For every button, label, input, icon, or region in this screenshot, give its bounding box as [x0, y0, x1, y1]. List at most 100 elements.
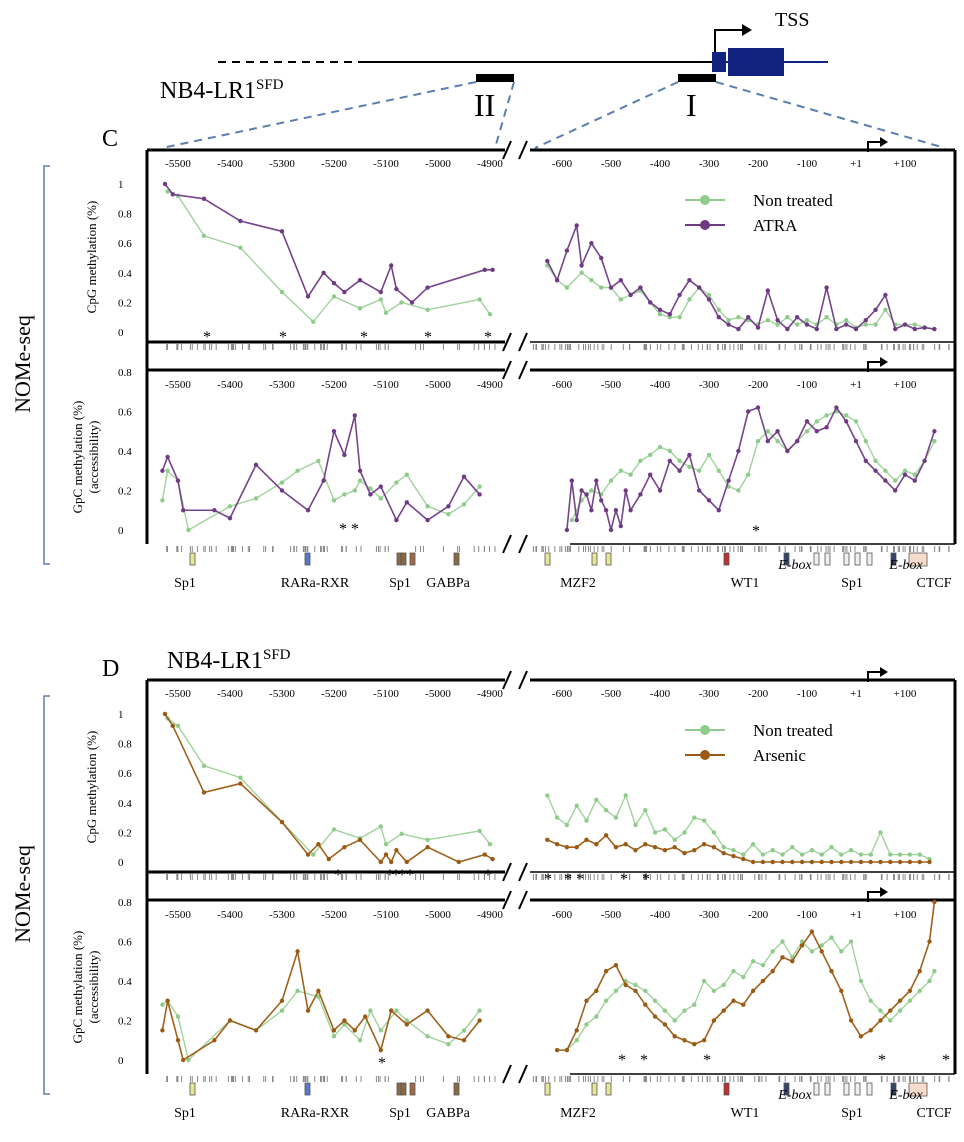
treated-point — [482, 267, 487, 273]
non-treated-point — [888, 852, 893, 857]
treated-point — [594, 842, 599, 847]
non-treated-point — [368, 1008, 373, 1013]
exon-large — [728, 48, 784, 76]
non-treated-point — [917, 988, 922, 994]
motif-box — [605, 552, 612, 566]
non-treated-point — [731, 847, 736, 853]
treated-point — [608, 285, 614, 290]
x-tick-label: -500 — [601, 688, 622, 700]
treated-point — [687, 278, 692, 283]
treated-point — [564, 248, 570, 253]
non-treated-point — [883, 307, 888, 312]
axis-break — [518, 670, 528, 690]
treated-point — [599, 255, 604, 261]
motif-box — [890, 552, 897, 566]
y-tick-label: 0.2 — [118, 1016, 132, 1028]
non-treated-point — [873, 322, 878, 327]
non-treated-point — [175, 723, 181, 729]
treated-point — [839, 859, 844, 865]
treated-point — [623, 488, 628, 493]
treated-line-right — [557, 901, 936, 1051]
non-treated-point — [160, 1002, 165, 1007]
treated-point — [682, 850, 687, 856]
non-treated-point — [780, 939, 785, 944]
non-treated-point — [912, 472, 917, 477]
y-tick-label: 0.4 — [118, 798, 132, 810]
treated-point — [799, 859, 805, 865]
motif-box — [813, 552, 820, 566]
treated-point — [456, 859, 461, 865]
treated-point — [584, 998, 589, 1003]
treated-point — [212, 508, 217, 513]
treated-point — [819, 949, 824, 954]
x-tick-label: -5400 — [217, 688, 243, 700]
treated-point — [326, 856, 331, 862]
motif-box — [843, 1082, 850, 1096]
motif-label: MZF2 — [560, 576, 596, 591]
axis-break — [502, 670, 512, 690]
treated-point — [331, 1028, 337, 1033]
treated-point — [569, 478, 574, 483]
gene-schematic: TSS II I — [161, 9, 946, 149]
treated-point — [662, 847, 668, 853]
treated-point — [667, 312, 672, 317]
treated-point — [305, 852, 311, 857]
axis-break — [502, 862, 512, 882]
non-treated-point — [383, 842, 389, 847]
treated-point — [785, 448, 790, 454]
non-treated-point — [868, 852, 873, 857]
non-treated-point — [819, 943, 824, 948]
treated-point — [389, 859, 394, 865]
exon-small — [712, 52, 726, 72]
treated-point — [716, 508, 721, 513]
non-treated-point — [584, 818, 589, 823]
treated-point — [844, 322, 849, 327]
treated-point — [731, 998, 736, 1003]
non-treated-point — [331, 1034, 337, 1039]
significance-star: * — [386, 867, 394, 884]
treated-point — [706, 498, 712, 503]
non-treated-point — [902, 468, 908, 473]
non-treated-point — [829, 935, 834, 940]
treated-point — [834, 326, 839, 332]
treated-point — [804, 419, 810, 424]
treated-point — [574, 1028, 579, 1033]
x-tick-label: -5100 — [373, 158, 399, 170]
treated-point — [579, 263, 584, 268]
significance-star: * — [752, 523, 760, 540]
axis-break — [502, 1064, 512, 1084]
treated-point — [809, 859, 815, 865]
significance-star: * — [406, 867, 414, 884]
non-treated-point — [574, 1038, 579, 1043]
y-tick-label: 1 — [118, 709, 124, 721]
non-treated-point — [477, 828, 482, 834]
y-tick-label: 1 — [118, 179, 124, 191]
motif-label: WT1 — [731, 576, 760, 591]
treated-point — [932, 326, 937, 332]
treated-point — [594, 988, 599, 994]
treated-point — [623, 842, 628, 847]
treated-point — [741, 856, 746, 862]
treated-point — [873, 307, 878, 312]
legend-label-non-treated: Non treated — [753, 721, 833, 740]
axis-break — [502, 332, 512, 352]
non-treated-point — [785, 315, 790, 320]
treated-point — [594, 478, 599, 483]
motif-box — [866, 552, 873, 566]
treated-point — [227, 515, 233, 521]
treated-point — [574, 845, 579, 850]
treated-point — [839, 988, 844, 994]
treated-point — [814, 429, 819, 434]
non-treated-point — [165, 189, 170, 194]
motif-box — [304, 552, 311, 566]
gpc-y-label-2: (accessibility) — [86, 421, 101, 494]
treated-point — [746, 315, 751, 320]
non-treated-point — [741, 852, 746, 857]
x-tick-label: +1 — [850, 909, 862, 921]
motif-box — [854, 552, 861, 566]
treated-point — [672, 1034, 677, 1039]
x-tick-label: +1 — [850, 379, 862, 391]
treated-point — [902, 322, 908, 327]
treated-line-left — [161, 951, 481, 1062]
non-treated-point — [804, 429, 810, 434]
